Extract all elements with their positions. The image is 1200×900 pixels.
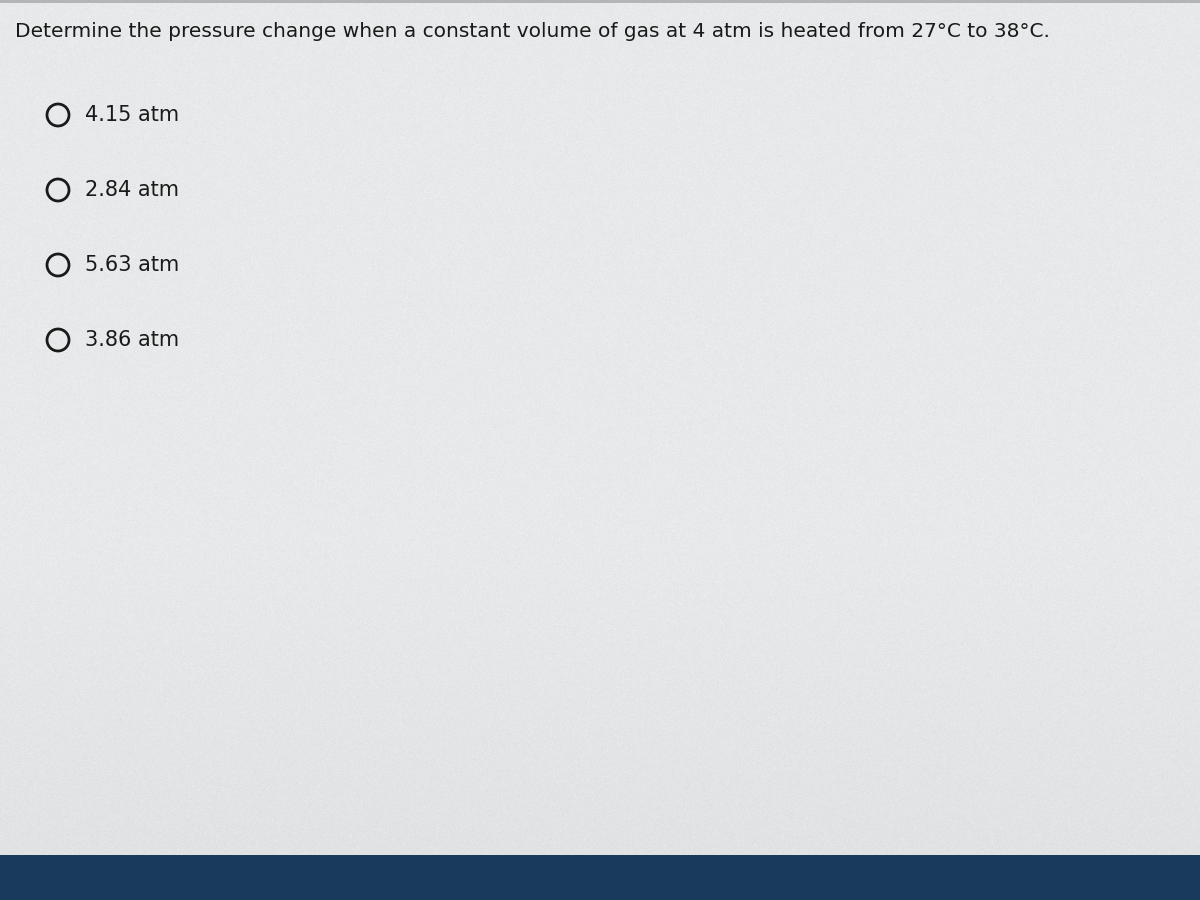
Text: 4.15 atm: 4.15 atm [85, 105, 179, 125]
Text: 5.63 atm: 5.63 atm [85, 255, 179, 275]
Text: Determine the pressure change when a constant volume of gas at 4 atm is heated f: Determine the pressure change when a con… [14, 22, 1050, 41]
Text: 3.86 atm: 3.86 atm [85, 330, 179, 350]
Text: 2.84 atm: 2.84 atm [85, 180, 179, 200]
